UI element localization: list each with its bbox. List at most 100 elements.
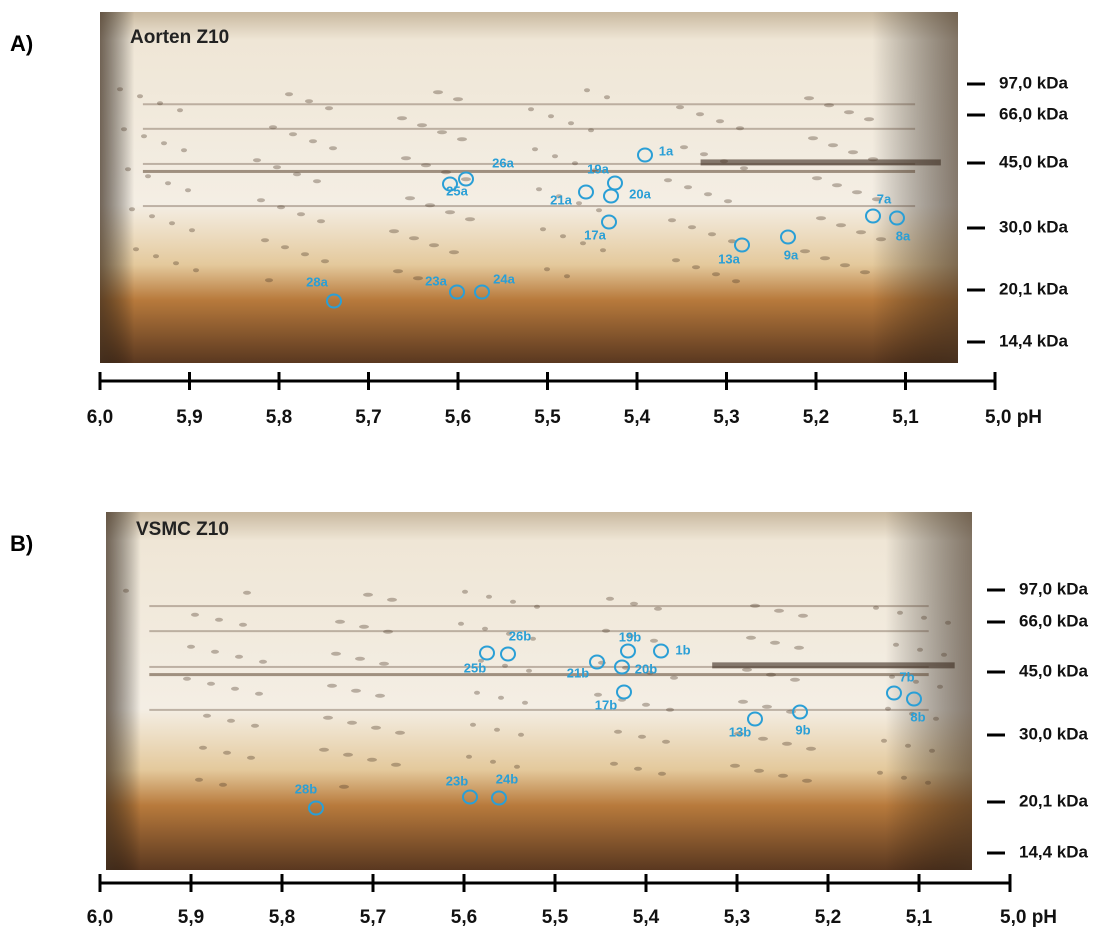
spot-label: 9b — [795, 722, 810, 737]
gel-spot — [149, 214, 155, 219]
marker-label: 66,0 kDa — [1019, 611, 1089, 630]
ph-label: 5,1 — [906, 907, 933, 928]
gel-spot — [141, 134, 147, 139]
gel-spot — [782, 741, 792, 746]
spot-label: 13a — [718, 251, 740, 266]
gel-spot — [568, 121, 574, 126]
gel-spot — [774, 608, 784, 613]
gel-spot — [564, 274, 570, 279]
spot-label: 21a — [550, 192, 572, 207]
spot-circle — [792, 704, 808, 720]
gel-spot — [614, 729, 622, 734]
marker-label: 30,0 kDa — [1019, 724, 1089, 743]
gel-spot — [670, 675, 678, 680]
ph-label: 5,8 — [266, 407, 292, 428]
ph-label: 5,4 — [624, 407, 651, 428]
ph-label: 5,3 — [713, 407, 739, 428]
gel-spot — [393, 269, 403, 274]
gel-band — [149, 605, 929, 608]
gel-spot — [421, 163, 431, 168]
marker-label: 14,4 kDa — [999, 331, 1069, 350]
gel-spot — [121, 127, 127, 132]
gel-band — [149, 630, 929, 633]
spot-label: 19a — [587, 161, 609, 176]
spot-circle — [614, 659, 630, 675]
gel-spot — [790, 677, 800, 682]
gel-spot — [770, 640, 780, 645]
gel-spot — [482, 626, 488, 631]
gel-spot — [592, 168, 598, 173]
gel-spot — [465, 217, 475, 222]
gel-spot — [588, 128, 594, 133]
spot-circle — [442, 176, 458, 192]
gel-spot — [646, 670, 654, 675]
spot-label: 26b — [509, 628, 531, 643]
gel-spot — [502, 663, 508, 668]
spot-label: 21b — [567, 665, 589, 680]
gel-spot — [688, 225, 696, 230]
gel-spot — [724, 199, 732, 204]
spot-label: 24a — [493, 271, 515, 286]
gel-spot — [281, 245, 289, 250]
gel-spot — [844, 110, 854, 115]
spot-circle — [637, 147, 653, 163]
gel-spot — [301, 252, 309, 257]
spot-label: 1a — [659, 143, 674, 158]
gel-spot — [359, 624, 369, 629]
ph-label: 5,9 — [178, 907, 204, 928]
gel-spot — [734, 731, 744, 736]
gel-spot — [594, 692, 602, 697]
gel-spot — [207, 681, 215, 686]
gel-spot — [211, 649, 219, 654]
gel-spot — [941, 652, 947, 657]
gel-spot — [239, 622, 247, 627]
spot-circle — [886, 685, 902, 701]
gel-spot — [913, 679, 919, 684]
gel-spot — [856, 230, 866, 235]
gel-spot — [457, 137, 467, 142]
gel-spot — [638, 734, 646, 739]
gel-spot — [778, 773, 788, 778]
spot-circle — [601, 214, 617, 230]
gel-spot — [812, 176, 822, 181]
gel-spot — [518, 732, 524, 737]
gel-spot — [746, 635, 756, 640]
gel-spot — [897, 610, 903, 615]
gel-spot — [181, 148, 187, 153]
gel-spot — [514, 764, 520, 769]
ph-label: 6,0 — [87, 907, 113, 928]
gel-spot — [532, 147, 538, 152]
gel-spot — [331, 651, 341, 656]
gel-spot — [676, 105, 684, 110]
gel-spot — [584, 88, 590, 93]
gel-spot — [704, 192, 712, 197]
gel-spot — [754, 768, 764, 773]
gel-spot — [199, 745, 207, 750]
gel-spot — [530, 636, 536, 641]
spot-label: 8a — [896, 228, 911, 243]
spot-label: 7b — [899, 669, 914, 684]
gel-spot — [309, 139, 317, 144]
gel-spot — [255, 691, 263, 696]
gel-spot — [169, 221, 175, 226]
gel-spot — [319, 747, 329, 752]
gel-spot — [325, 106, 333, 111]
gel-spot — [401, 156, 411, 161]
gel-spot — [251, 723, 259, 728]
gel-spot — [173, 261, 179, 266]
gel-spot — [329, 146, 337, 151]
gel-band — [142, 103, 916, 106]
spot-circle — [491, 790, 507, 806]
marker-label: 30,0 kDa — [999, 217, 1069, 236]
ph-label: 6,0 — [87, 407, 113, 428]
gel-spot — [738, 699, 748, 704]
gel-spot — [323, 715, 333, 720]
gel-spot — [692, 265, 700, 270]
marker-label: 45,0 kDa — [999, 152, 1069, 171]
gel-spot — [462, 589, 468, 594]
spot-label: 17a — [584, 227, 606, 242]
gel-spot — [265, 278, 273, 283]
gel-spot — [437, 130, 447, 135]
gel-spot — [405, 196, 415, 201]
gel-spot — [630, 601, 638, 606]
